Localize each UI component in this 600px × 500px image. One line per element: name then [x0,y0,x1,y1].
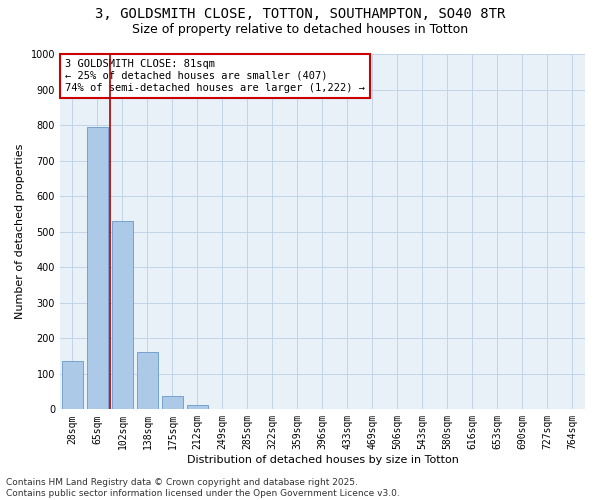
Bar [187,404,208,409]
Bar [62,362,83,410]
X-axis label: Distribution of detached houses by size in Totton: Distribution of detached houses by size … [187,455,458,465]
Text: Contains HM Land Registry data © Crown copyright and database right 2025.
Contai: Contains HM Land Registry data © Crown c… [6,478,400,498]
Bar [162,396,183,409]
Bar [112,221,133,410]
Text: 3, GOLDSMITH CLOSE, TOTTON, SOUTHAMPTON, SO40 8TR: 3, GOLDSMITH CLOSE, TOTTON, SOUTHAMPTON,… [95,8,505,22]
Text: Size of property relative to detached houses in Totton: Size of property relative to detached ho… [132,22,468,36]
Bar [137,352,158,410]
Y-axis label: Number of detached properties: Number of detached properties [15,144,25,320]
Bar [87,127,108,410]
Text: 3 GOLDSMITH CLOSE: 81sqm
← 25% of detached houses are smaller (407)
74% of semi-: 3 GOLDSMITH CLOSE: 81sqm ← 25% of detach… [65,60,365,92]
